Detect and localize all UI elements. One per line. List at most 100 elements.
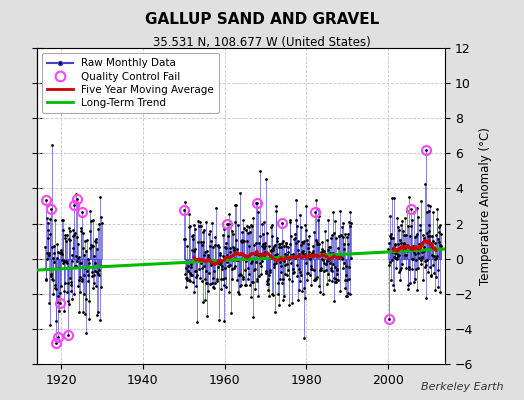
Point xyxy=(346,223,354,229)
Point xyxy=(411,276,419,282)
Point xyxy=(53,255,62,262)
Point xyxy=(184,263,192,269)
Point xyxy=(212,276,221,282)
Point xyxy=(295,266,303,272)
Point xyxy=(216,286,225,292)
Point xyxy=(187,264,195,270)
Point xyxy=(305,271,314,278)
Point xyxy=(242,226,250,233)
Point xyxy=(332,276,340,282)
Point xyxy=(91,238,100,244)
Point xyxy=(88,243,96,250)
Point xyxy=(82,296,90,302)
Point xyxy=(211,242,219,249)
Point xyxy=(218,262,226,269)
Point xyxy=(226,244,234,251)
Point xyxy=(227,266,236,272)
Point xyxy=(184,268,192,274)
Point xyxy=(253,278,261,284)
Legend: Raw Monthly Data, Quality Control Fail, Five Year Moving Average, Long-Term Tren: Raw Monthly Data, Quality Control Fail, … xyxy=(42,53,220,113)
Point xyxy=(85,207,94,214)
Point xyxy=(309,250,317,257)
Point xyxy=(269,246,277,253)
Point xyxy=(286,219,294,226)
Point xyxy=(74,283,82,289)
Point xyxy=(43,250,51,256)
Point xyxy=(53,292,62,299)
Point xyxy=(193,272,202,278)
Point xyxy=(250,267,258,274)
Point xyxy=(232,236,240,243)
Point xyxy=(61,280,69,286)
Point xyxy=(183,243,191,250)
Point xyxy=(287,232,296,239)
Point xyxy=(57,216,66,223)
Point xyxy=(82,330,90,336)
Text: 35.531 N, 108.677 W (United States): 35.531 N, 108.677 W (United States) xyxy=(153,36,371,49)
Point xyxy=(318,256,326,262)
Point xyxy=(216,261,224,268)
Point xyxy=(300,334,308,341)
Point xyxy=(424,228,433,235)
Point xyxy=(385,240,394,246)
Point xyxy=(292,240,300,246)
Point xyxy=(251,251,259,258)
Point xyxy=(81,238,89,244)
Point xyxy=(231,263,239,270)
Point xyxy=(413,249,422,256)
Point xyxy=(290,235,298,242)
Point xyxy=(434,284,442,290)
Point xyxy=(302,260,311,266)
Point xyxy=(79,230,87,236)
Point xyxy=(423,232,432,239)
Point xyxy=(295,251,303,257)
Point xyxy=(50,242,58,249)
Point xyxy=(404,222,412,229)
Point xyxy=(184,276,193,283)
Point xyxy=(59,227,67,234)
Point xyxy=(336,208,344,215)
Point xyxy=(182,276,191,283)
Point xyxy=(302,277,311,284)
Point xyxy=(214,244,223,250)
Point xyxy=(412,232,421,239)
Point xyxy=(334,252,342,258)
Point xyxy=(51,282,59,288)
Point xyxy=(285,256,293,262)
Point xyxy=(46,322,54,329)
Point xyxy=(406,233,414,239)
Point xyxy=(45,250,53,257)
Point xyxy=(293,272,301,279)
Point xyxy=(387,195,396,202)
Point xyxy=(238,237,247,244)
Point xyxy=(95,267,103,273)
Point xyxy=(94,226,103,232)
Point xyxy=(407,245,415,251)
Point xyxy=(223,259,231,266)
Point xyxy=(254,209,263,216)
Point xyxy=(209,243,217,250)
Point xyxy=(385,316,393,322)
Point xyxy=(245,251,254,257)
Point xyxy=(344,290,353,296)
Point xyxy=(239,216,248,223)
Point xyxy=(258,258,266,264)
Point xyxy=(330,275,339,282)
Point xyxy=(94,270,102,277)
Point xyxy=(234,257,243,264)
Point xyxy=(340,240,348,247)
Point xyxy=(244,275,253,282)
Point xyxy=(228,256,237,263)
Point xyxy=(434,267,442,274)
Point xyxy=(296,212,304,218)
Point xyxy=(251,286,259,292)
Point xyxy=(210,285,219,291)
Point xyxy=(66,275,74,281)
Point xyxy=(211,234,220,240)
Point xyxy=(199,226,208,233)
Point xyxy=(267,247,275,254)
Point xyxy=(57,248,66,255)
Point xyxy=(286,241,294,247)
Point xyxy=(410,209,418,216)
Point xyxy=(333,271,342,277)
